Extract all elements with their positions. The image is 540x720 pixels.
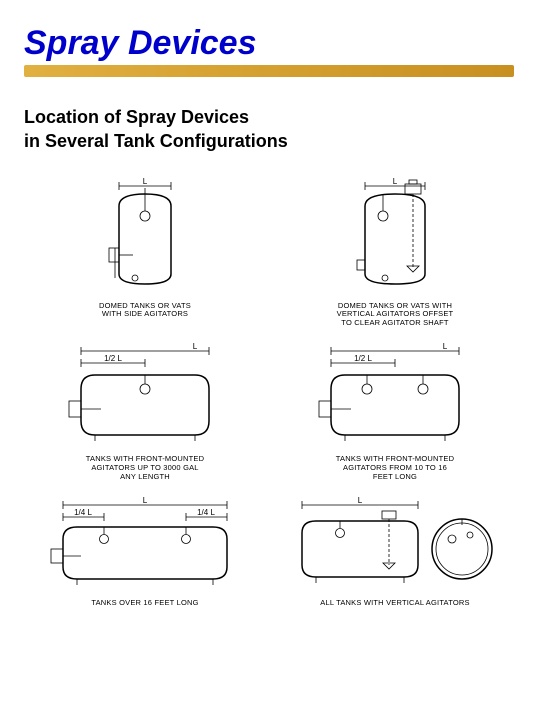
tank-domed-vertical-icon: L	[325, 178, 465, 298]
caption: DOMED TANKS OR VATS WITH SIDE AGITATORS	[99, 302, 191, 319]
dim-q2: 1/4 L	[197, 508, 215, 517]
tank-over16-icon: L 1/4 L 1/4 L	[45, 495, 245, 595]
subtitle-line-1: Location of Spray Devices	[24, 107, 249, 127]
tank-domed-side-icon: L	[75, 178, 215, 298]
dim-L: L	[443, 342, 448, 351]
caption: TANKS WITH FRONT-MOUNTED AGITATORS UP TO…	[86, 455, 204, 481]
tank-all-vertical-icon: L	[290, 495, 500, 595]
dim-L: L	[393, 178, 398, 186]
diagram-domed-vertical: L DOMED TANKS OR VATS WITH VERTICAL AGIT…	[280, 178, 510, 328]
title-underline	[24, 65, 514, 77]
dim-half: 1/2 L	[104, 354, 122, 363]
dim-L: L	[143, 178, 148, 186]
dim-half: 1/2 L	[354, 354, 372, 363]
diagram-domed-side: L DOMED TANKS OR VATS WITH SIDE AGITATOR…	[30, 178, 260, 328]
caption: TANKS OVER 16 FEET LONG	[91, 599, 198, 608]
diagram-horiz-3000: L 1/2 L TANKS WITH FRONT-MOUNTED AGITATO…	[30, 341, 260, 481]
slide-title: Spray Devices	[24, 24, 516, 63]
slide-subtitle: Location of Spray Devices in Several Tan…	[24, 105, 516, 154]
dim-L: L	[358, 496, 363, 505]
dim-q1: 1/4 L	[74, 508, 92, 517]
diagram-horiz-over16: L 1/4 L 1/4 L TANK	[30, 495, 260, 608]
diagram-grid: L DOMED TANKS OR VATS WITH SIDE AGITATOR…	[24, 178, 516, 608]
tank-horiz-1016-icon: L 1/2 L	[305, 341, 485, 451]
caption: TANKS WITH FRONT-MOUNTED AGITATORS FROM …	[336, 455, 454, 481]
tank-horiz-3000-icon: L 1/2 L	[55, 341, 235, 451]
diagram-all-vertical: L ALL TANKS WITH VERTICAL AGITATOR	[280, 495, 510, 608]
subtitle-line-2: in Several Tank Configurations	[24, 131, 288, 151]
diagram-horiz-10-16: L 1/2 L TANKS WITH FRONT-MOUNTED AGITATO…	[280, 341, 510, 481]
caption: ALL TANKS WITH VERTICAL AGITATORS	[320, 599, 469, 608]
dim-L: L	[143, 496, 148, 505]
caption: DOMED TANKS OR VATS WITH VERTICAL AGITAT…	[337, 302, 454, 328]
dim-L: L	[193, 342, 198, 351]
